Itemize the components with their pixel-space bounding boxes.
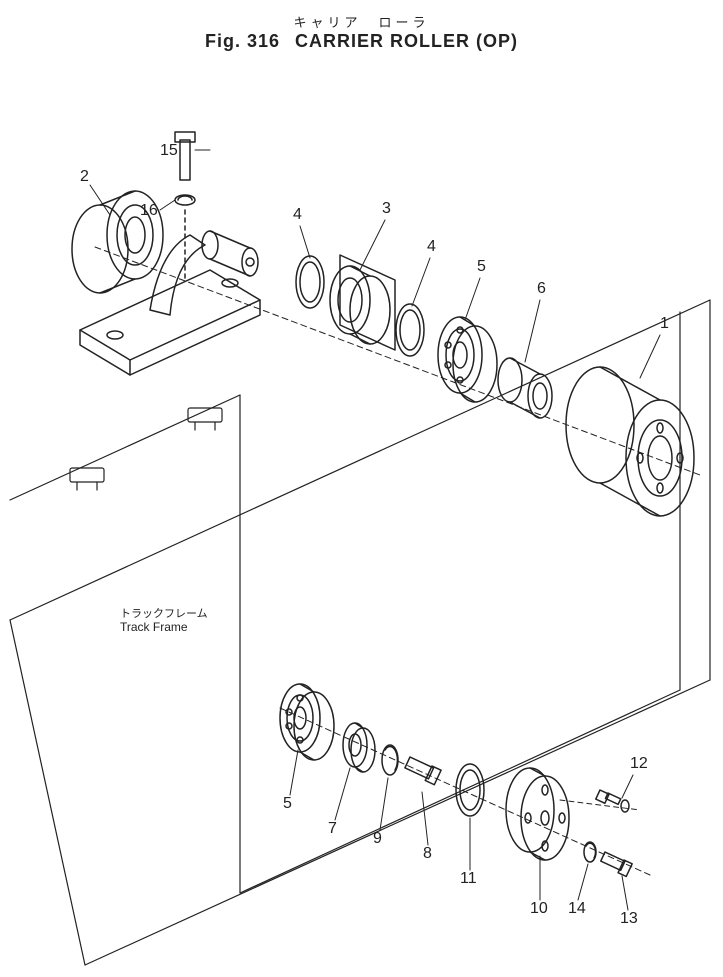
callout-16: 16 xyxy=(140,202,158,220)
callout-10: 10 xyxy=(530,900,548,918)
callout-14: 14 xyxy=(568,900,586,918)
diagram-svg xyxy=(0,0,723,977)
callout-6: 6 xyxy=(537,280,546,298)
callout-11: 11 xyxy=(460,870,477,888)
callout-2: 2 xyxy=(80,168,89,186)
callout-5a: 5 xyxy=(477,258,486,276)
callout-4a: 4 xyxy=(293,206,302,224)
callout-3: 3 xyxy=(382,200,391,218)
track-frame-label-en: Track Frame xyxy=(120,620,188,634)
callout-4b: 4 xyxy=(427,238,436,256)
callout-15: 15 xyxy=(160,142,178,160)
callout-13: 13 xyxy=(620,910,638,928)
callout-9: 9 xyxy=(373,830,382,848)
callout-5b: 5 xyxy=(283,795,292,813)
track-frame-label-jp: トラックフレーム xyxy=(120,605,208,621)
callout-8: 8 xyxy=(423,845,432,863)
callout-12: 12 xyxy=(630,755,648,773)
callout-7: 7 xyxy=(328,820,337,838)
callout-1: 1 xyxy=(660,315,669,333)
